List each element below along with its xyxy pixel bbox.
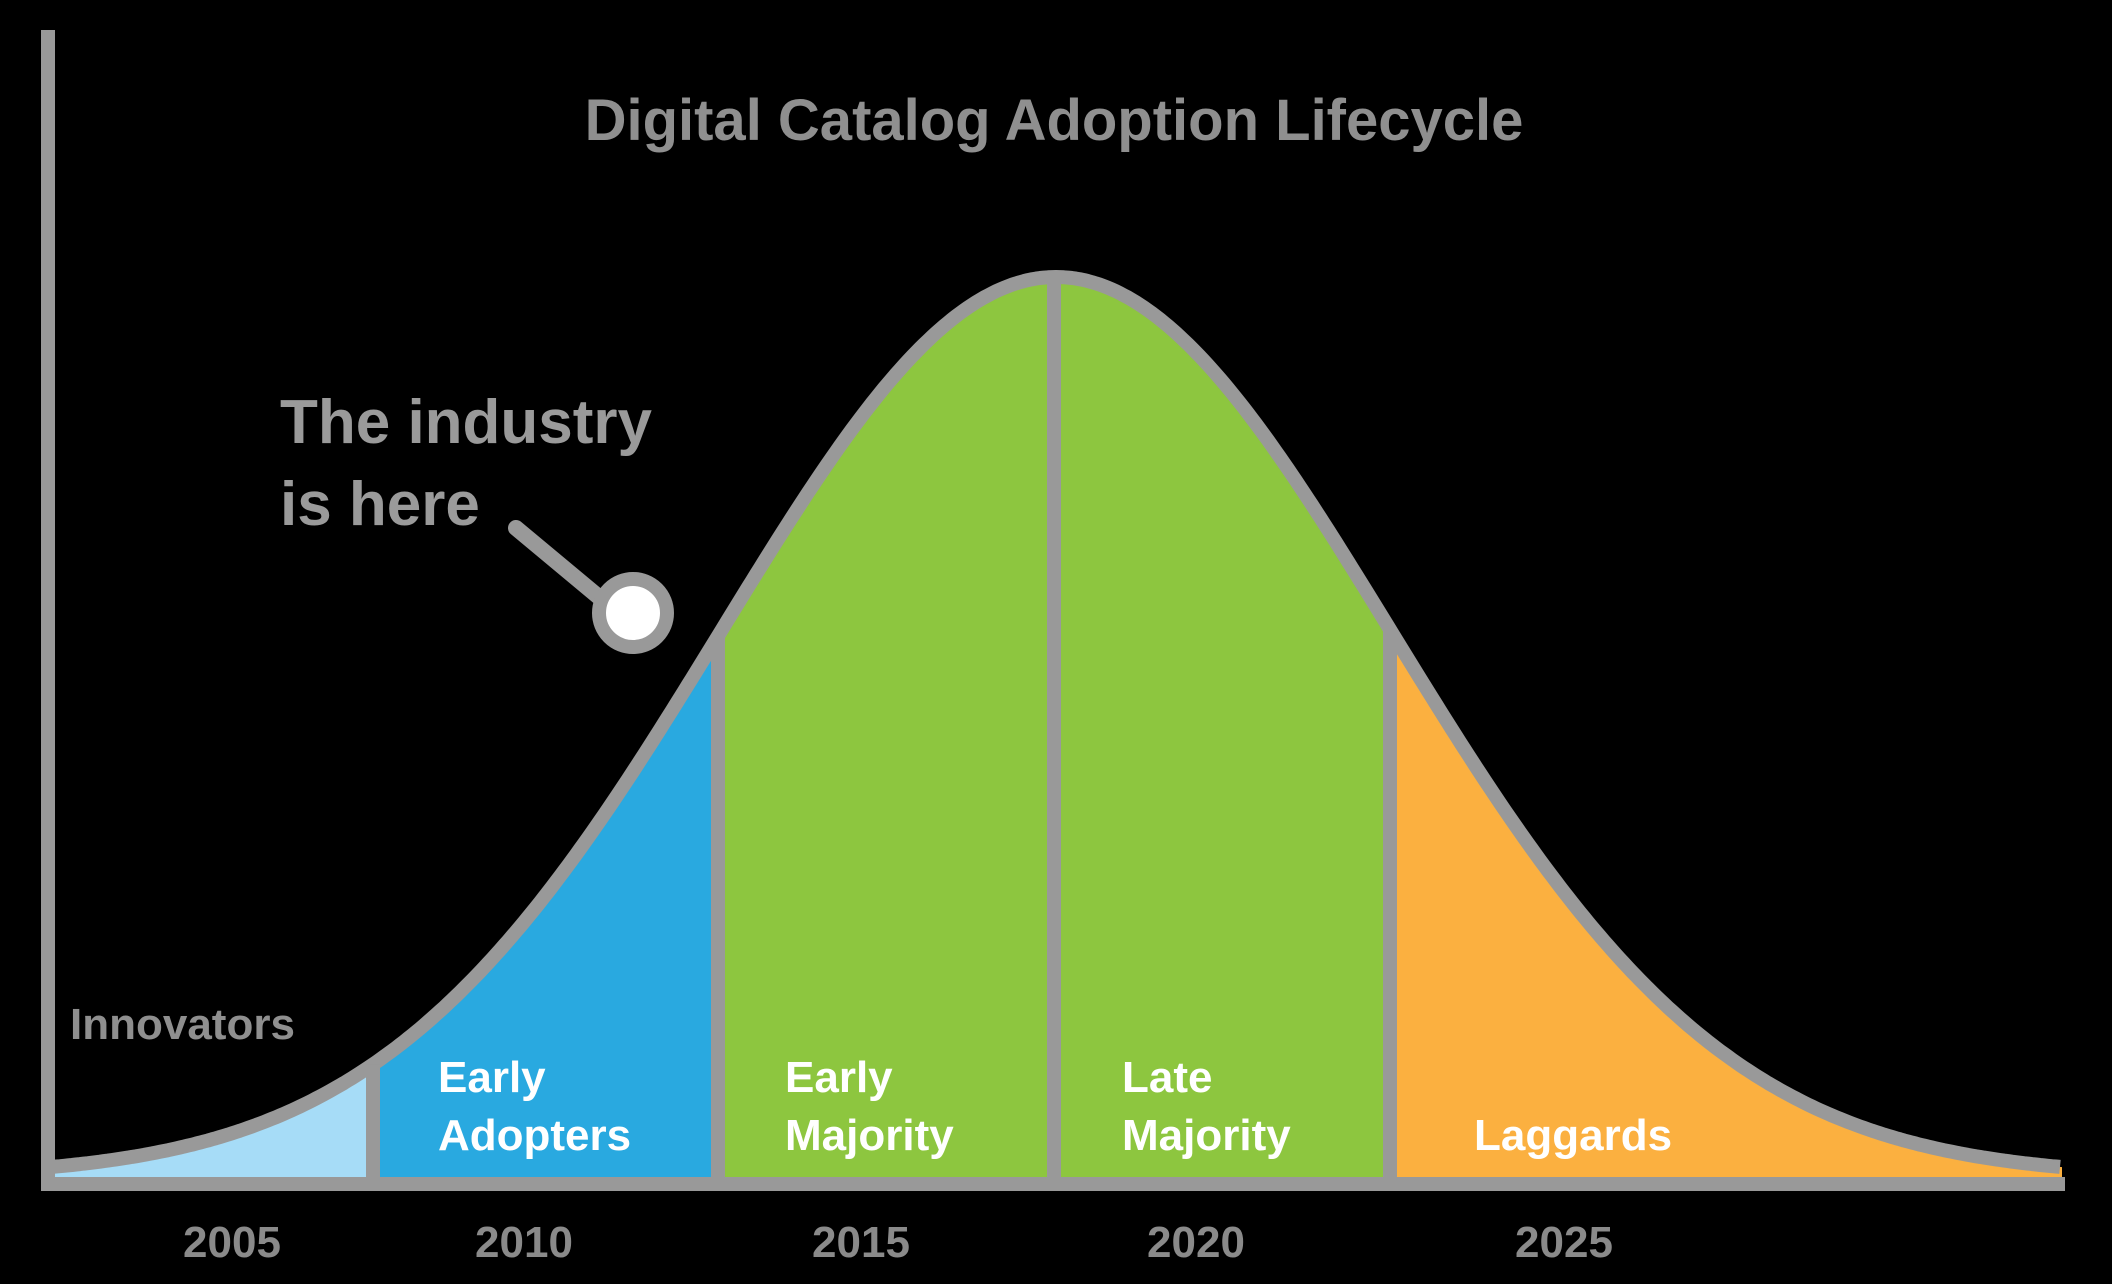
- laggards-label: Laggards: [1474, 1111, 1672, 1160]
- early-majority-fill: [718, 277, 1054, 1177]
- year-label: 2025: [1515, 1218, 1613, 1267]
- late-majority-label-line-1: Late: [1122, 1053, 1212, 1102]
- late-majority-fill: [1054, 277, 1390, 1177]
- segment-dividers: [366, 277, 1397, 1177]
- callout-pointer: [508, 520, 608, 606]
- innovators-label: Innovators: [70, 1000, 295, 1049]
- late-majority-label-line-2: Majority: [1122, 1111, 1291, 1160]
- diagram-title: Digital Catalog Adoption Lifecycle: [585, 88, 1524, 153]
- early-adopters-label-line-2: Adopters: [438, 1111, 631, 1160]
- early-majority-label-line-1: Early: [785, 1053, 893, 1102]
- year-label: 2005: [183, 1218, 281, 1267]
- laggards-fill: [1390, 629, 2062, 1177]
- early-majority-label-line-2: Majority: [785, 1111, 954, 1160]
- year-label: 2010: [475, 1218, 573, 1267]
- current-position-marker: [592, 572, 674, 654]
- early-adopters-label-line-1: Early: [438, 1053, 546, 1102]
- callout-line-1: The industry: [280, 388, 653, 457]
- year-label: 2020: [1147, 1218, 1245, 1267]
- callout-line-2: is here: [280, 470, 480, 539]
- year-label: 2015: [812, 1218, 910, 1267]
- innovators-fill: [48, 1064, 373, 1177]
